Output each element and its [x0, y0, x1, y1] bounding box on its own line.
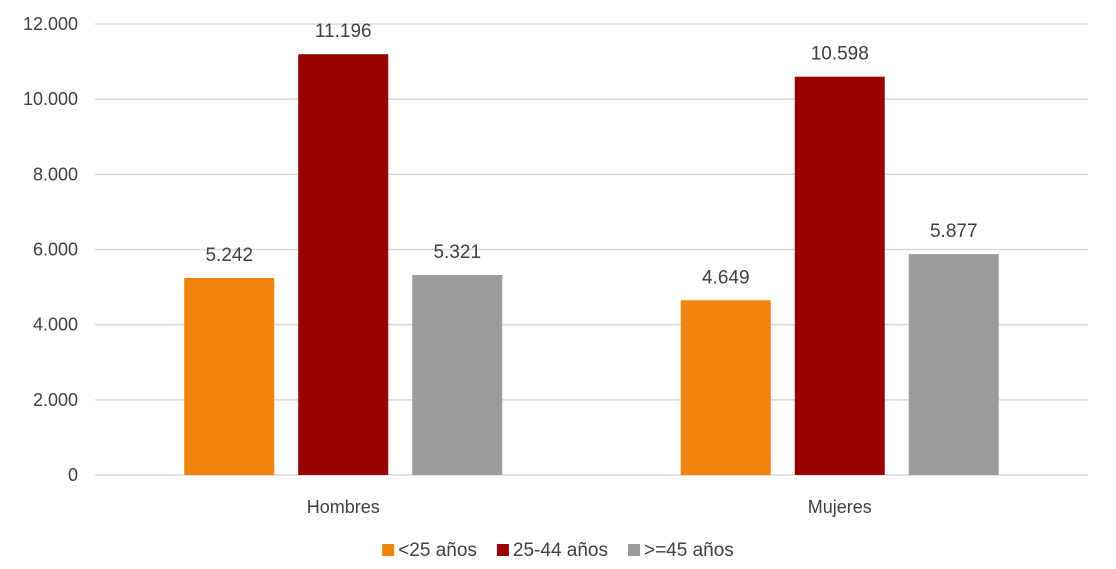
y-tick-label: 6.000 — [33, 240, 78, 260]
legend-label: >=45 años — [644, 540, 734, 561]
legend-item: 25-44 años — [496, 540, 608, 561]
data-label: 5.321 — [433, 242, 481, 263]
x-category-label: Hombres — [307, 497, 380, 517]
y-tick-label: 2.000 — [33, 390, 78, 410]
data-label: 11.196 — [315, 21, 372, 42]
legend-swatch — [627, 544, 640, 556]
data-label: 5.877 — [930, 221, 978, 242]
bar — [680, 300, 771, 475]
legend-swatch — [496, 544, 509, 556]
bar — [794, 76, 885, 475]
bar — [412, 275, 503, 475]
data-labels: 5.242 11.196 5.321 4.649 10.598 5.877 — [205, 21, 977, 288]
bars — [184, 54, 999, 475]
legend-item: <25 años — [382, 540, 477, 561]
bar — [298, 54, 389, 475]
y-tick-label: 10.000 — [23, 89, 78, 109]
legend-swatch — [382, 544, 395, 556]
legend-label: 25-44 años — [513, 540, 608, 561]
y-tick-label: 8.000 — [33, 164, 78, 184]
legend-label: <25 años — [398, 540, 477, 561]
x-category-label: Mujeres — [808, 497, 872, 517]
y-tick-label: 0 — [68, 465, 78, 485]
data-label: 4.649 — [702, 267, 750, 288]
bar — [184, 277, 275, 475]
y-axis-tick-labels: 0 2.000 4.000 6.000 8.000 10.000 12.000 — [23, 14, 78, 485]
y-tick-label: 4.000 — [33, 315, 78, 335]
legend-item: >=45 años — [627, 540, 734, 561]
y-tick-label: 12.000 — [23, 14, 78, 34]
x-axis-category-labels: Hombres Mujeres — [307, 497, 872, 517]
legend: <25 años 25-44 años >=45 años — [382, 540, 734, 561]
data-label: 10.598 — [811, 44, 869, 65]
data-label: 5.242 — [205, 245, 253, 266]
bar — [908, 254, 999, 475]
